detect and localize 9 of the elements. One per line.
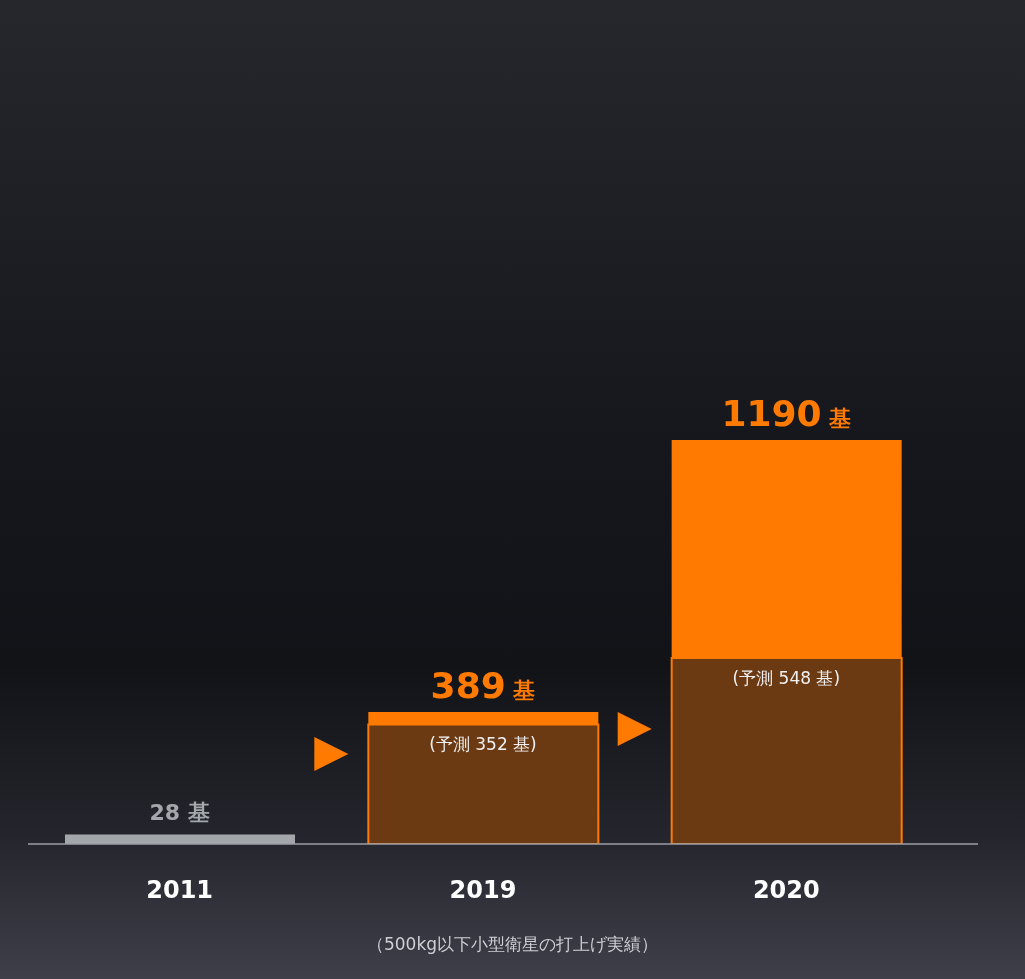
total-label: 28 基 xyxy=(149,800,210,826)
data-label: (予測 352 基) xyxy=(429,734,537,755)
x-tick-label: 2019 xyxy=(449,876,517,904)
text: （500kg以下小型衛星の打上げ実績） xyxy=(365,933,660,956)
total-label: 1190 基 xyxy=(721,393,852,434)
total-label: 389 基 xyxy=(430,664,536,706)
x-tick-label: 2020 xyxy=(752,876,820,904)
x-tick-label: 2011 xyxy=(146,876,214,904)
data-label: (予測 548 基) xyxy=(732,667,841,688)
